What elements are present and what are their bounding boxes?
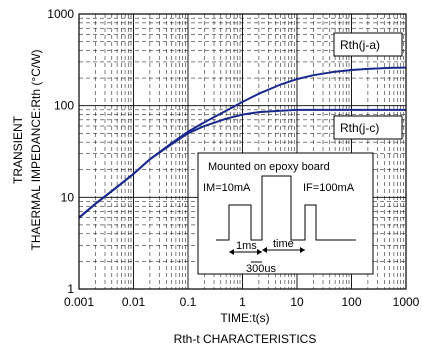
inset-arrowhead-time-right	[300, 247, 305, 253]
grid	[78, 14, 406, 290]
x-axis-label: TIME:t(s)	[220, 311, 269, 325]
inset-time-label: time	[273, 238, 294, 250]
x-tick-label: 100	[341, 295, 361, 309]
series-lines	[78, 66, 407, 219]
y-tick-label: 1000	[47, 7, 74, 21]
x-tick-label: 10	[290, 295, 304, 309]
legend-rth-ja: Rth(j-a)	[333, 32, 403, 57]
y-tick-label: 10	[61, 190, 75, 204]
inset-title: Mounted on epoxy board	[208, 161, 330, 173]
chart-caption: Rth-t CHARACTERISTICS	[174, 332, 317, 346]
plot-frame	[78, 13, 407, 290]
x-tick-label: 0.001	[64, 295, 94, 309]
inset-im-label: IM=10mA	[203, 182, 251, 194]
x-tick-label: 0.01	[122, 295, 146, 309]
y-axis-label-line1: TRANSIENT	[11, 115, 25, 184]
x-tick-label: 0.1	[180, 295, 197, 309]
inset-arrowhead-time-left	[262, 247, 267, 253]
inset-300us-label: 300us	[246, 263, 276, 275]
inset-arrowhead-1ms-right	[257, 249, 262, 255]
inset-pulse-waveform	[216, 175, 356, 241]
inset-frame	[197, 152, 374, 275]
inset-1ms-label: 1ms	[236, 240, 257, 252]
legend-box-rth-jc	[333, 115, 403, 140]
x-tick-label: 1	[239, 295, 246, 309]
legend-rth-jc: Rth(j-c)	[333, 115, 403, 140]
inset-box: Mounted on epoxy board IM=10mA IF=100mA …	[197, 152, 374, 275]
tick-labels: 0.001 0.01 0.1 1 10 100 1000 1 10 100 1000	[47, 7, 419, 309]
legend-label-rth-ja: Rth(j-a)	[340, 38, 380, 52]
y-axis-label-line2: THAERMAL IMPEDANCE:Rth (°C/W)	[29, 49, 43, 250]
y-tick-label: 1	[67, 282, 74, 296]
y-tick-label: 100	[54, 99, 74, 113]
inset-arrowhead-1ms-left	[229, 249, 234, 255]
legend-label-rth-jc: Rth(j-c)	[340, 121, 379, 135]
inset-if-label: IF=100mA	[303, 182, 355, 194]
x-tick-label: 1000	[393, 295, 420, 309]
legend-box-rth-ja	[333, 32, 403, 57]
series-line-rth-jc	[78, 108, 406, 219]
